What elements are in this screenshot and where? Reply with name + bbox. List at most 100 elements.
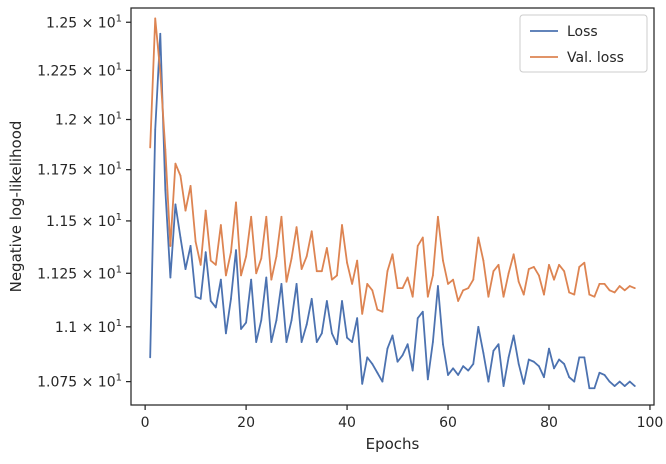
legend-label-val-loss: Val. loss bbox=[567, 50, 624, 66]
data-point bbox=[164, 189, 167, 191]
data-point bbox=[603, 283, 606, 285]
data-point bbox=[361, 382, 364, 385]
data-point bbox=[482, 259, 485, 262]
data-point bbox=[376, 308, 379, 311]
data-point bbox=[431, 341, 434, 343]
data-point bbox=[356, 317, 359, 320]
y-tick-label: 1.1 × 101 bbox=[55, 318, 122, 336]
data-point bbox=[573, 380, 576, 383]
data-point bbox=[416, 245, 419, 247]
data-point bbox=[527, 268, 530, 270]
data-point bbox=[320, 270, 323, 273]
data-point bbox=[280, 283, 283, 285]
data-point bbox=[507, 356, 510, 359]
data-point bbox=[598, 283, 601, 285]
y-tick-label: 1.15 × 101 bbox=[46, 212, 122, 230]
data-point bbox=[341, 224, 343, 226]
data-point bbox=[396, 287, 399, 290]
data-point bbox=[532, 360, 535, 363]
y-tick-label: 1.075 × 101 bbox=[37, 373, 122, 391]
data-point bbox=[558, 358, 560, 361]
data-point bbox=[361, 312, 364, 315]
data-point bbox=[487, 295, 490, 298]
y-tick-label: 1.175 × 101 bbox=[37, 161, 122, 179]
data-point bbox=[558, 263, 560, 266]
data-point bbox=[396, 360, 399, 363]
data-point bbox=[401, 354, 404, 357]
data-point bbox=[149, 146, 152, 149]
data-point bbox=[462, 365, 465, 368]
x-tick-label: 60 bbox=[439, 415, 457, 431]
data-point bbox=[421, 236, 424, 239]
data-point bbox=[502, 385, 505, 387]
data-point bbox=[154, 17, 157, 20]
data-point bbox=[467, 369, 470, 372]
data-point bbox=[189, 185, 192, 187]
data-point bbox=[280, 215, 283, 218]
data-point bbox=[265, 215, 268, 218]
data-point bbox=[346, 336, 348, 339]
data-point bbox=[517, 280, 520, 283]
legend-label-loss: Loss bbox=[567, 24, 598, 40]
y-axis-label: Negative log-likelihood bbox=[7, 121, 25, 293]
data-point bbox=[209, 259, 212, 262]
data-point bbox=[320, 332, 323, 335]
data-point bbox=[285, 280, 288, 283]
data-point bbox=[199, 263, 202, 266]
data-point bbox=[543, 293, 545, 296]
data-point bbox=[245, 321, 248, 324]
data-point bbox=[204, 251, 207, 254]
data-point bbox=[295, 226, 298, 229]
data-point bbox=[477, 325, 480, 328]
data-point bbox=[310, 297, 313, 300]
data-point bbox=[401, 287, 404, 290]
data-point bbox=[341, 300, 343, 302]
data-point bbox=[290, 319, 293, 322]
data-point bbox=[487, 380, 490, 383]
data-point bbox=[452, 278, 454, 281]
data-point bbox=[633, 385, 636, 387]
x-tick-label: 100 bbox=[637, 415, 664, 431]
data-point bbox=[437, 285, 439, 287]
data-point bbox=[149, 356, 152, 359]
data-point bbox=[628, 380, 631, 383]
data-point bbox=[189, 245, 192, 247]
data-point bbox=[265, 276, 268, 279]
x-axis-label: Epochs bbox=[366, 435, 420, 453]
data-point bbox=[260, 257, 263, 260]
data-point bbox=[603, 374, 606, 376]
data-point bbox=[492, 270, 495, 273]
data-point bbox=[174, 203, 177, 206]
data-point bbox=[250, 278, 253, 281]
data-point bbox=[159, 32, 162, 35]
data-point bbox=[613, 291, 616, 294]
data-point bbox=[391, 253, 394, 256]
data-point bbox=[290, 257, 293, 260]
data-point bbox=[492, 349, 495, 352]
data-point bbox=[482, 352, 485, 354]
x-tick-label: 0 bbox=[141, 415, 150, 431]
data-point bbox=[623, 385, 626, 387]
data-point bbox=[184, 209, 187, 212]
data-point bbox=[497, 263, 500, 266]
data-point bbox=[154, 128, 157, 131]
ticks-layer: 0 20 40 60 80 100 1.075 × 101 1.1 × 101 1.125 × … bbox=[37, 13, 663, 431]
data-point bbox=[563, 363, 566, 365]
data-point bbox=[512, 253, 515, 256]
data-point bbox=[270, 341, 273, 343]
y-tick-label: 1.125 × 101 bbox=[37, 264, 122, 282]
data-point bbox=[426, 295, 429, 298]
data-point bbox=[477, 236, 480, 239]
data-point bbox=[462, 289, 465, 292]
data-point bbox=[588, 387, 591, 390]
data-point bbox=[381, 310, 384, 313]
x-tick-label: 20 bbox=[237, 415, 255, 431]
data-point bbox=[219, 224, 222, 226]
data-point bbox=[502, 295, 505, 298]
data-point bbox=[411, 295, 414, 298]
y-tick-label: 1.225 × 101 bbox=[37, 61, 122, 79]
data-point bbox=[356, 259, 359, 262]
data-point bbox=[179, 174, 182, 177]
data-point bbox=[406, 343, 409, 346]
data-point bbox=[300, 268, 303, 270]
